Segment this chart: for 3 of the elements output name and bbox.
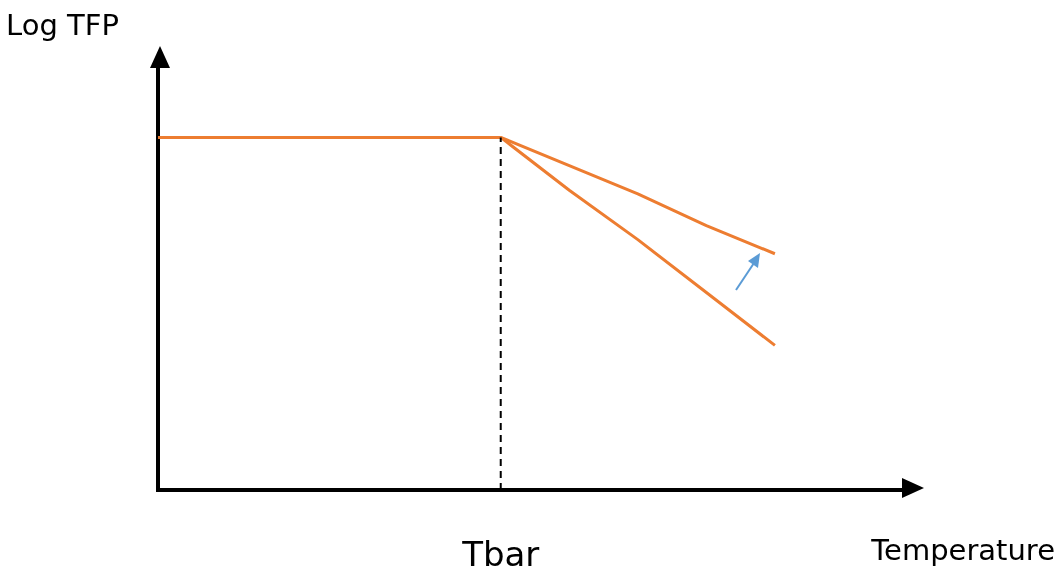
y-axis-title: Log TFP — [6, 8, 119, 42]
x-axis-title: Temperature — [871, 533, 1055, 567]
text: Tbar — [461, 533, 540, 574]
